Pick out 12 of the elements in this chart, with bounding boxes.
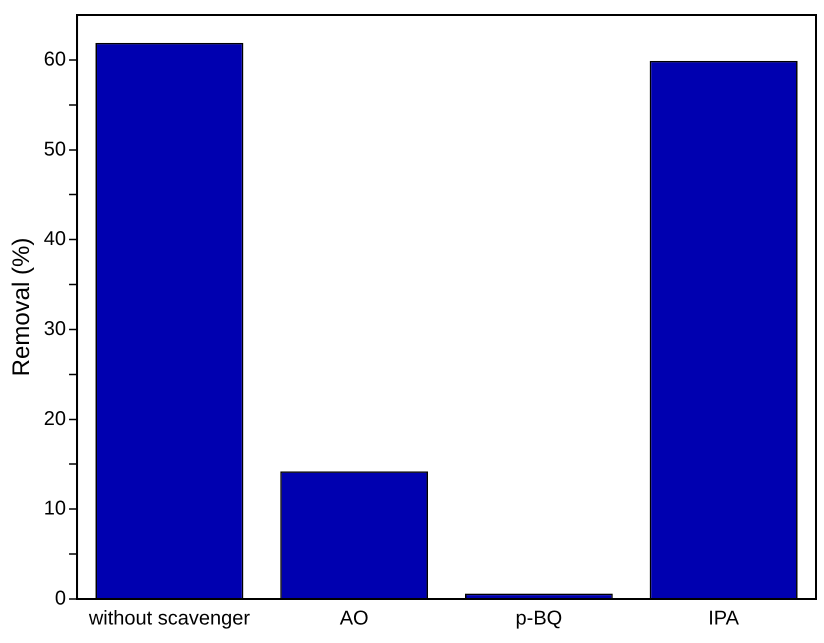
x-tick-label: without scavenger	[88, 608, 250, 630]
y-tick-label: 10	[44, 498, 66, 520]
x-tick-label: IPA	[708, 608, 740, 630]
y-tick-label: 60	[44, 48, 66, 70]
y-tick-label: 0	[54, 588, 66, 610]
x-tick-label: p-BQ	[516, 608, 562, 630]
y-tick-label: 50	[44, 138, 66, 160]
x-tick-label: AO	[340, 608, 369, 630]
y-axis-title: Removal (%)	[8, 238, 36, 376]
y-tick-label: 20	[44, 408, 66, 430]
y-tick-label: 30	[44, 318, 66, 340]
y-tick-label: 40	[44, 228, 66, 250]
